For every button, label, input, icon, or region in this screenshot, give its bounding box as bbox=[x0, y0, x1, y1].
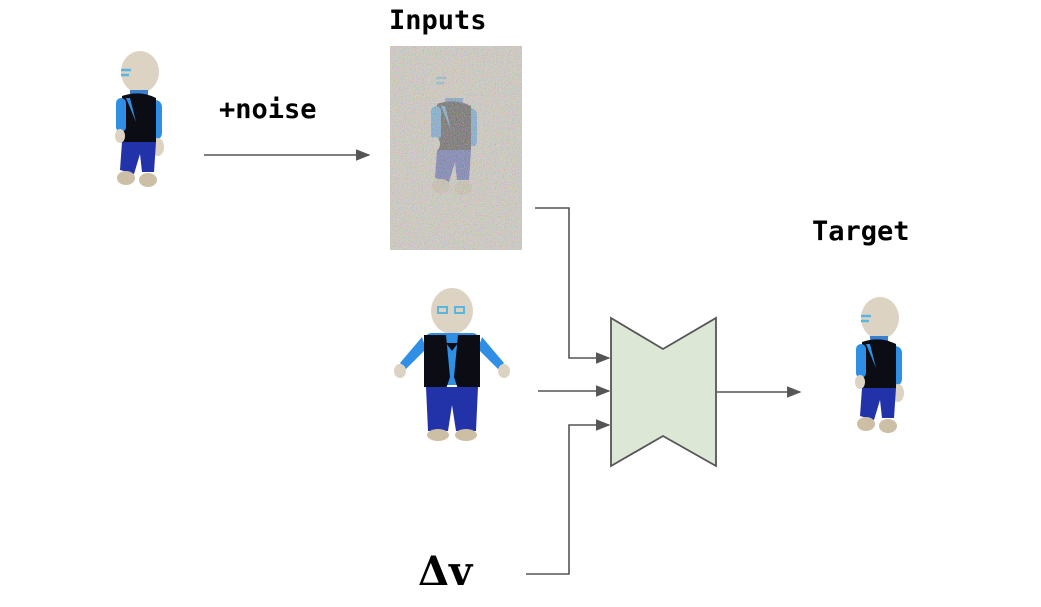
noise-label: +noise bbox=[219, 94, 317, 125]
target-label: Target bbox=[812, 216, 910, 247]
input-arrow-noisy bbox=[535, 207, 611, 364]
delta-v-label: Δv bbox=[418, 548, 474, 595]
input-arrow-delta-v bbox=[526, 419, 611, 575]
network-block bbox=[610, 316, 717, 468]
target-figure-image bbox=[853, 295, 906, 435]
reference-figure-image bbox=[393, 287, 511, 442]
noisy-input-image bbox=[390, 46, 522, 250]
inputs-label: Inputs bbox=[389, 5, 487, 36]
source-figure-image bbox=[113, 49, 166, 189]
